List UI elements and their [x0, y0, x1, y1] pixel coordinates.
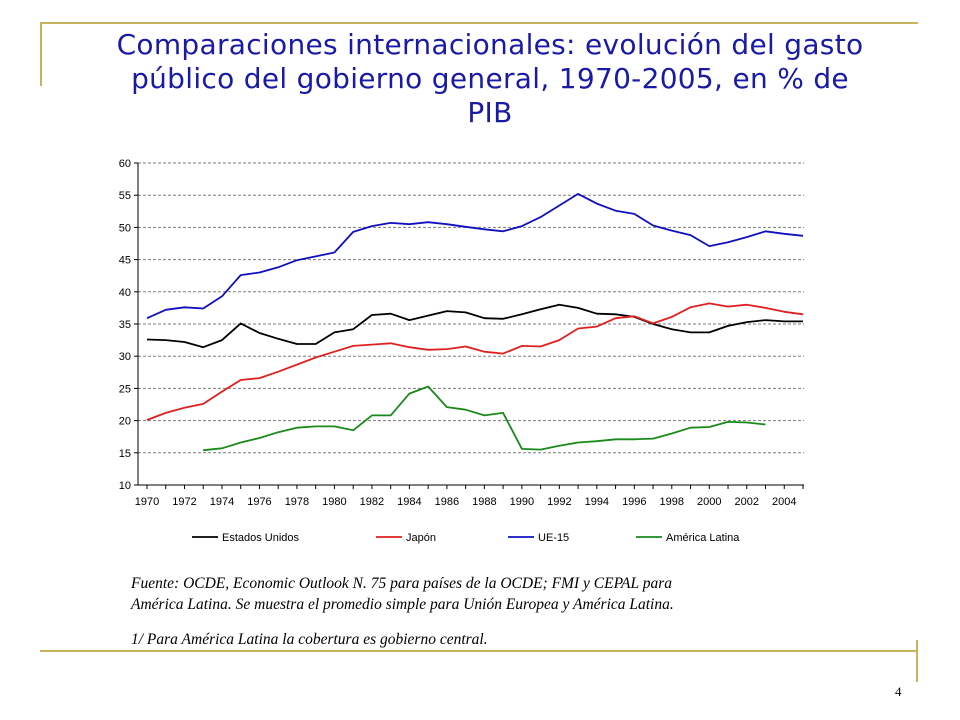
x-tick-label: 1988 — [472, 496, 496, 508]
x-tick-label: 1972 — [172, 496, 196, 508]
x-tick-label: 1990 — [510, 496, 534, 508]
chart-series-lines — [146, 192, 804, 452]
legend-item: UE-15 — [508, 532, 569, 544]
x-tick-label: 1986 — [435, 496, 459, 508]
legend-item: América Latina — [636, 532, 740, 544]
legend-item: Estados Unidos — [192, 532, 300, 544]
series-line-3 — [203, 385, 766, 452]
series-line-0 — [146, 303, 803, 349]
y-tick-label: 45 — [119, 255, 131, 267]
x-tick-label: 2002 — [735, 496, 759, 508]
page-title: Comparaciones internacionales: evolución… — [60, 28, 920, 130]
coverage-note: 1/ Para América Latina la cobertura es g… — [131, 631, 488, 648]
legend-item: Japón — [376, 532, 436, 544]
series-line-2 — [146, 192, 804, 320]
y-tick-label: 40 — [119, 287, 131, 299]
x-tick-label: 1980 — [322, 496, 346, 508]
title-line-3: PIB — [467, 96, 513, 129]
x-tick-label: 1978 — [285, 496, 309, 508]
x-tick-label: 1976 — [247, 496, 271, 508]
decor-top-line — [40, 22, 918, 24]
legend-label: Japón — [406, 532, 436, 544]
x-tick-label: 1974 — [210, 496, 234, 508]
source-note-line-1: Fuente: OCDE, Economic Outlook N. 75 par… — [131, 575, 673, 592]
x-axis-ticks: 1970 1972 1974 1976 1978 1980 1982 1984 1986 1988… — [135, 485, 804, 508]
x-tick-label: 1998 — [660, 496, 684, 508]
chart-gridlines — [138, 162, 804, 454]
y-axis-ticks: 10 15 20 25 30 35 40 45 50 55 60 — [119, 158, 138, 492]
decor-right-line — [916, 640, 918, 682]
x-tick-label: 1992 — [547, 496, 571, 508]
decor-bottom-line — [40, 650, 918, 652]
x-tick-label: 1982 — [360, 496, 384, 508]
series-line-1 — [146, 302, 804, 421]
chart-legend: Estados Unidos Japón UE-15 América Latina — [192, 532, 740, 544]
x-tick-label: 1984 — [397, 496, 421, 508]
x-tick-label: 1996 — [622, 496, 646, 508]
legend-label: UE-15 — [538, 532, 569, 544]
x-tick-label: 1994 — [585, 496, 609, 508]
legend-label: Estados Unidos — [222, 532, 300, 544]
y-tick-label: 15 — [119, 448, 131, 460]
decor-left-line — [40, 22, 42, 86]
y-tick-label: 10 — [119, 480, 131, 492]
x-tick-label: 2004 — [772, 496, 796, 508]
y-tick-label: 25 — [119, 383, 131, 395]
y-tick-label: 55 — [119, 190, 131, 202]
x-tick-label: 2000 — [697, 496, 721, 508]
source-note-line-2: América Latina. Se muestra el promedio s… — [131, 596, 674, 613]
title-line-1: Comparaciones internacionales: evolución… — [116, 28, 864, 61]
legend-label: América Latina — [666, 532, 740, 544]
page-number: 4 — [895, 684, 902, 699]
title-line-2: público del gobierno general, 1970-2005,… — [131, 62, 849, 95]
y-tick-label: 60 — [119, 158, 131, 170]
y-tick-label: 20 — [119, 416, 131, 428]
y-tick-label: 50 — [119, 222, 131, 234]
y-tick-label: 30 — [119, 351, 131, 363]
y-tick-label: 35 — [119, 319, 131, 331]
x-tick-label: 1970 — [135, 496, 159, 508]
